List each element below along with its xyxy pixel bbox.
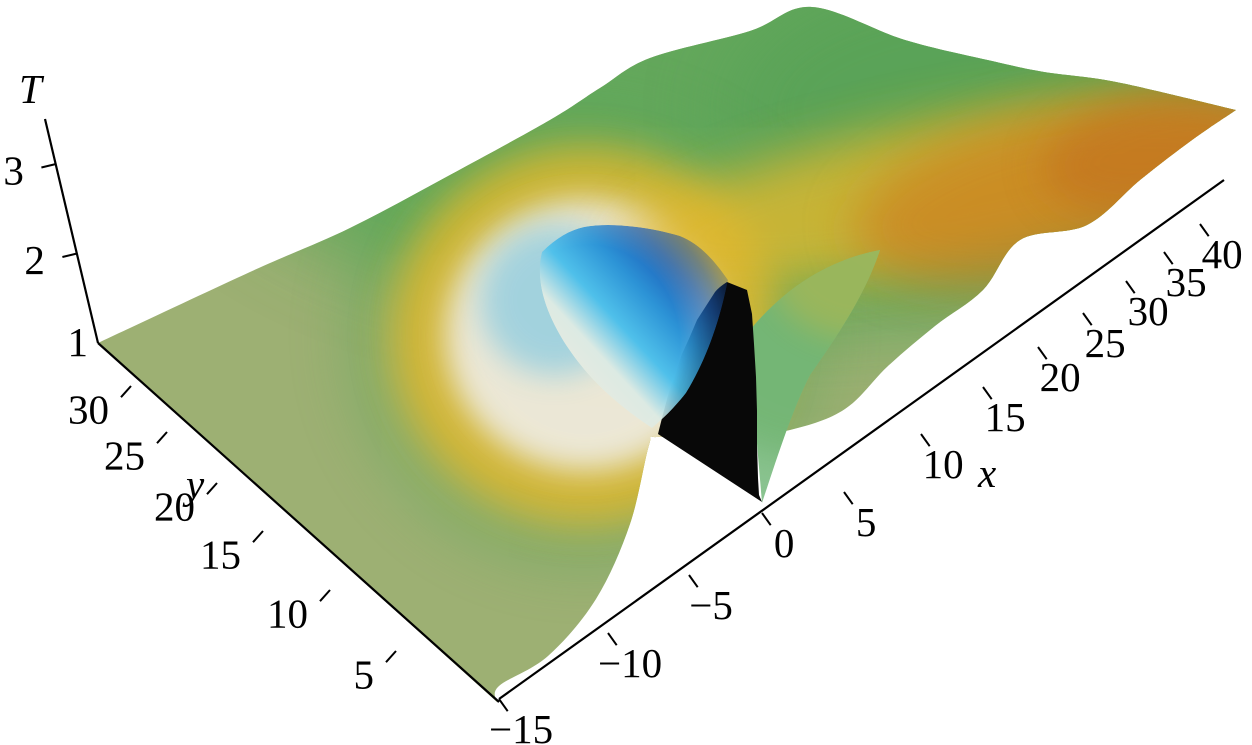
svg-text:5: 5 (354, 652, 375, 698)
svg-text:−15: −15 (489, 706, 553, 745)
svg-text:−5: −5 (689, 582, 733, 628)
svg-text:10: 10 (267, 591, 308, 637)
svg-text:−10: −10 (598, 640, 662, 686)
svg-text:0: 0 (774, 520, 795, 566)
svg-text:30: 30 (68, 387, 109, 433)
svg-text:15: 15 (985, 394, 1026, 440)
svg-text:30: 30 (1128, 288, 1169, 334)
svg-text:T: T (19, 66, 45, 112)
svg-text:25: 25 (1085, 320, 1126, 366)
svg-text:3: 3 (3, 148, 24, 194)
svg-text:2: 2 (24, 237, 45, 283)
svg-text:15: 15 (200, 532, 241, 578)
svg-text:40: 40 (1202, 231, 1243, 277)
svg-text:x: x (977, 450, 996, 496)
svg-text:25: 25 (104, 433, 145, 479)
svg-text:5: 5 (856, 499, 877, 545)
svg-text:20: 20 (1040, 354, 1081, 400)
svg-text:1: 1 (68, 319, 89, 365)
svg-text:10: 10 (923, 441, 964, 487)
svg-text:35: 35 (1166, 259, 1207, 305)
svg-text:y: y (182, 461, 205, 507)
